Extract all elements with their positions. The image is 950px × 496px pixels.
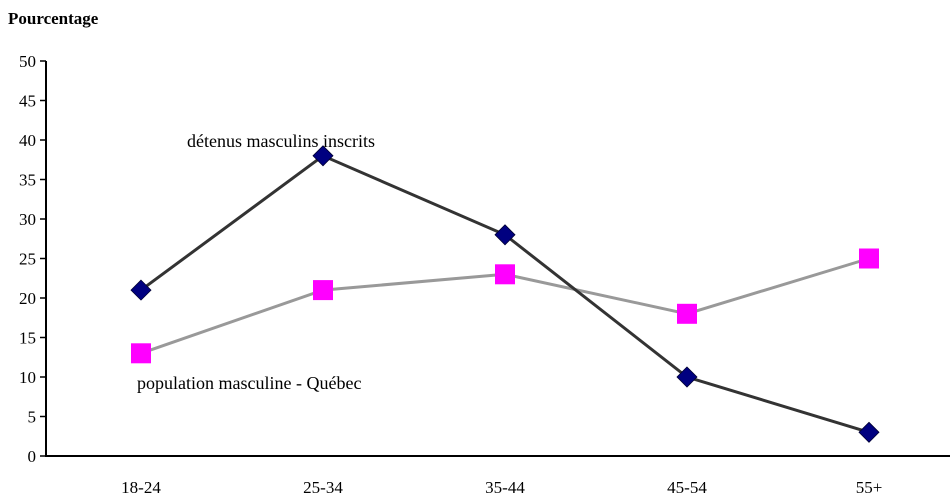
data-point-diamond	[494, 224, 516, 246]
data-point-square	[495, 264, 515, 285]
y-tick-label: 50	[19, 52, 36, 71]
y-tick-label: 30	[19, 210, 36, 229]
x-tick-label: 45-54	[667, 478, 707, 496]
data-point-square	[313, 280, 333, 301]
y-tick-label: 40	[19, 131, 36, 150]
y-tick-label: 25	[19, 250, 36, 269]
x-tick-label: 18-24	[121, 478, 161, 496]
series-markers	[130, 145, 880, 443]
x-tick-label: 35-44	[485, 478, 525, 496]
data-point-square	[677, 303, 697, 324]
data-point-square	[859, 248, 879, 269]
y-tick-label: 15	[19, 329, 36, 348]
y-tick-label: 10	[19, 368, 36, 387]
x-tick-label: 55+	[856, 478, 883, 496]
y-tick-label: 35	[19, 171, 36, 190]
series-label-population: population masculine - Québec	[137, 373, 361, 393]
y-axis-title: Pourcentage	[8, 9, 99, 28]
data-point-diamond	[312, 145, 334, 167]
data-point-square	[131, 343, 151, 364]
data-point-diamond	[858, 421, 880, 443]
y-tick-label: 20	[19, 289, 36, 308]
y-tick-label: 0	[28, 447, 37, 466]
data-point-diamond	[676, 366, 698, 388]
axes	[40, 60, 950, 457]
y-tick-label: 5	[28, 408, 37, 427]
y-tick-labels: 0 5 10 15 20 25 30 35 40 45 50	[19, 52, 36, 466]
x-tick-label: 25-34	[303, 478, 343, 496]
x-tick-labels: 18-24 25-34 35-44 45-54 55+	[121, 478, 882, 496]
y-tick-label: 45	[19, 92, 36, 111]
series-label-detenus: détenus masculins inscrits	[187, 131, 375, 151]
data-point-diamond	[130, 279, 152, 301]
